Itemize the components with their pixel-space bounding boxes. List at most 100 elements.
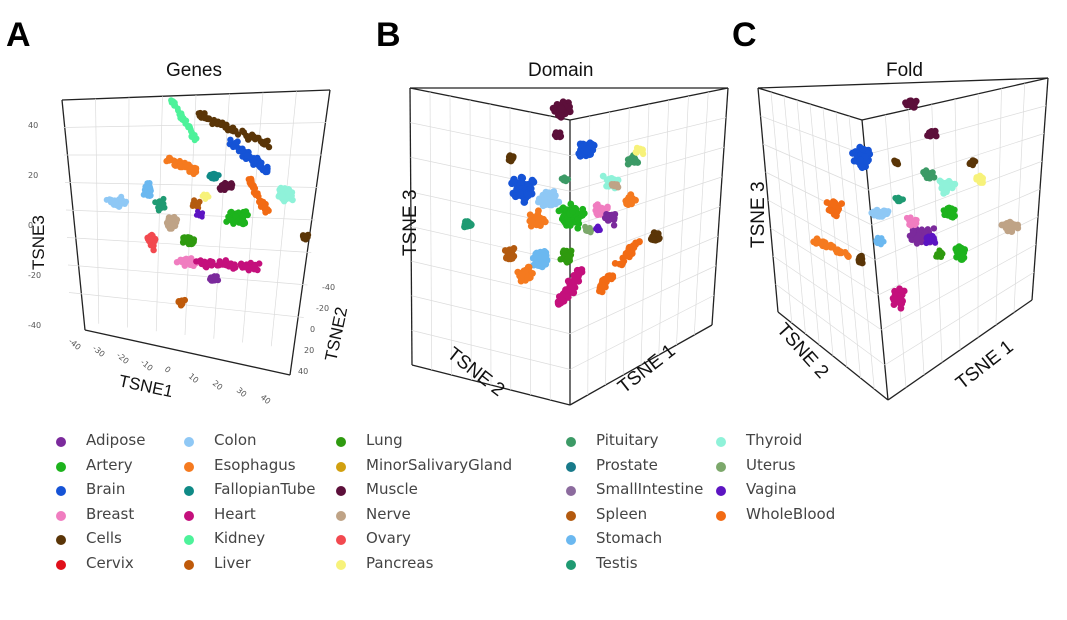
scatter-point	[632, 148, 639, 156]
scatter-point	[1011, 222, 1018, 229]
scatter-point	[238, 260, 245, 267]
grid-line	[772, 255, 882, 331]
scatter-point	[239, 212, 247, 220]
legend-swatch	[716, 437, 726, 447]
scatter-point	[593, 210, 600, 217]
legend-swatch	[184, 559, 194, 570]
legend-swatch	[184, 486, 194, 497]
axis-label-a-x: TSNE1	[117, 371, 175, 401]
scatter-point	[251, 185, 259, 192]
scatter-point	[182, 163, 189, 171]
scatter-point	[262, 209, 269, 216]
axis-label-c-y: TSNE 2	[772, 319, 832, 382]
scatter-point	[940, 190, 948, 197]
axis-label-c-z: TSNE 3	[748, 181, 769, 248]
scatter-point	[192, 168, 199, 175]
tick-label: 20	[304, 346, 314, 355]
scatter-point	[931, 237, 938, 243]
scatter-point	[509, 154, 517, 162]
scatter-point	[157, 205, 164, 212]
scatter-point	[571, 283, 579, 292]
legend-label: Spleen	[596, 504, 648, 523]
scatter-point	[147, 235, 154, 243]
plot-grid-c	[760, 83, 1047, 390]
scatter-point	[832, 246, 840, 254]
legend-swatch	[716, 486, 726, 497]
scatter-point	[284, 188, 292, 195]
grid-line	[569, 265, 717, 335]
scatter-point	[541, 253, 548, 261]
scatter-point	[554, 130, 562, 138]
legend-swatch	[56, 437, 66, 447]
axis-label-a-y: TSNE2	[321, 305, 351, 363]
scatter-point	[596, 287, 603, 295]
scatter-point	[898, 197, 904, 204]
legend-swatch	[566, 461, 576, 472]
legend-swatch	[184, 510, 194, 521]
scatter-point	[959, 252, 967, 260]
legend: Adipose Artery Brain Breast Cells Cervix Colon…	[48, 430, 888, 580]
scatter-point	[897, 295, 905, 302]
scatter-point	[575, 270, 583, 278]
scatter-point	[517, 178, 526, 186]
scatter-point	[588, 140, 596, 148]
legend-swatch	[56, 461, 66, 472]
scatter-point	[558, 297, 566, 305]
grid-line	[569, 235, 719, 299]
grid-line	[529, 111, 531, 396]
scatter-point	[600, 275, 608, 283]
scatter-point	[255, 193, 262, 200]
scatter-point	[574, 224, 582, 232]
scatter-point	[117, 195, 123, 202]
tick-label: -20	[115, 351, 131, 366]
scatter-point	[186, 260, 194, 268]
scatter-point	[528, 176, 537, 185]
scatter-point	[958, 244, 965, 252]
scatter-point	[541, 218, 549, 226]
scatter-point	[201, 191, 207, 198]
scatter-point	[627, 199, 634, 207]
scatter-point	[933, 253, 940, 260]
grid-line	[213, 93, 230, 339]
scatter-point	[227, 136, 234, 143]
box-edge	[84, 329, 291, 376]
grid-line	[411, 295, 571, 335]
scatter-point	[230, 143, 237, 151]
legend-label: Pituitary	[596, 431, 659, 449]
scatter-point	[609, 273, 617, 281]
legend-label: Liver	[214, 553, 251, 572]
grid-line	[693, 91, 709, 336]
scatter-point	[243, 152, 251, 159]
scatter-point	[637, 145, 644, 152]
scatter-point	[174, 105, 181, 112]
scatter-point	[830, 200, 838, 208]
scatter-point	[238, 218, 246, 225]
grid-line	[1013, 83, 1026, 313]
scatter-point	[278, 193, 286, 200]
scatter-point	[947, 209, 954, 216]
scatter-point	[146, 193, 153, 199]
grid-line	[835, 111, 861, 379]
legend-label: FallopianTube	[214, 480, 316, 499]
scatter-point	[173, 259, 181, 266]
tick-label: -40	[67, 337, 83, 352]
scatter-point	[256, 260, 263, 267]
grid-line	[242, 92, 264, 343]
scatter-point	[635, 238, 643, 246]
grid-line	[411, 260, 571, 299]
scatter-point	[524, 190, 533, 199]
legend-label: Prostate	[596, 455, 658, 474]
scatter-point	[979, 175, 986, 183]
scatter-point	[878, 208, 885, 216]
scatter-point	[228, 127, 236, 134]
grid-line	[881, 244, 1037, 331]
tick-label: 40	[298, 367, 308, 376]
tick-label: 0	[28, 221, 33, 230]
grid-line	[65, 209, 316, 221]
scatter-point	[890, 301, 898, 308]
scatter-point	[856, 254, 863, 262]
scatter-point	[599, 282, 606, 289]
scatter-point	[810, 238, 818, 246]
scatter-point	[518, 271, 526, 279]
